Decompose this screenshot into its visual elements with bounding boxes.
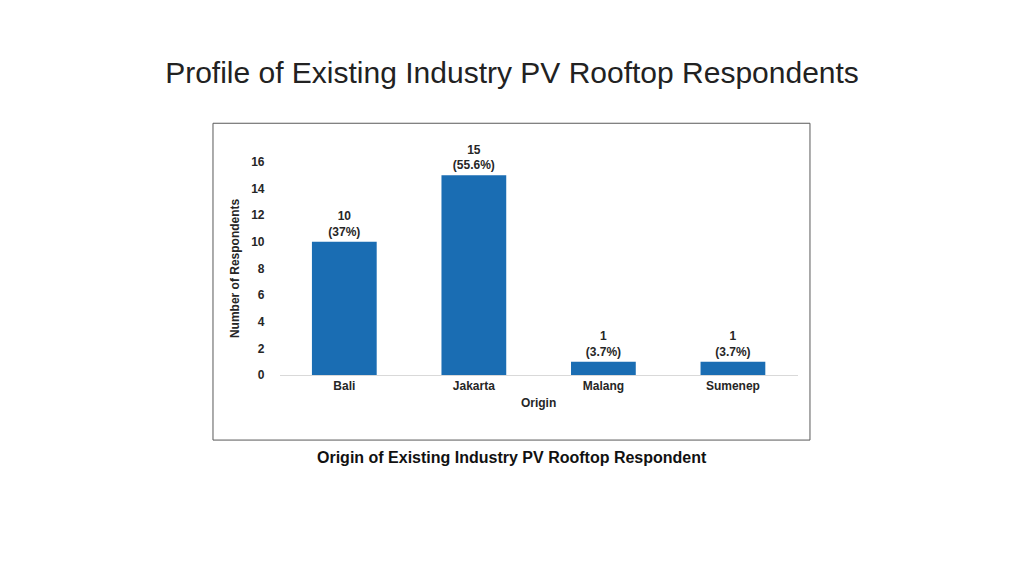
svg-text:12: 12 [251, 208, 265, 222]
svg-text:2: 2 [258, 342, 265, 356]
svg-text:10(37%): 10(37%) [328, 209, 360, 239]
svg-text:1(3.7%): 1(3.7%) [715, 329, 750, 359]
svg-text:Jakarta: Jakarta [453, 379, 495, 393]
svg-text:Profile of Existing Industry P: Profile of Existing Industry PV Rooftop … [165, 56, 859, 89]
svg-text:Origin of Existing Industry PV: Origin of Existing Industry PV Rooftop R… [317, 449, 707, 466]
svg-text:Origin: Origin [521, 396, 556, 410]
svg-text:1(3.7%): 1(3.7%) [586, 329, 621, 359]
svg-text:8: 8 [258, 262, 265, 276]
svg-text:10: 10 [251, 235, 265, 249]
svg-text:6: 6 [258, 288, 265, 302]
svg-text:4: 4 [258, 315, 265, 329]
svg-text:0: 0 [258, 368, 265, 382]
svg-text:Number of Respondents: Number of Respondents [228, 198, 242, 338]
svg-text:Sumenep: Sumenep [706, 379, 760, 393]
svg-text:14: 14 [251, 182, 265, 196]
svg-text:16: 16 [251, 155, 265, 169]
svg-text:Malang: Malang [583, 379, 624, 393]
svg-text:Bali: Bali [333, 379, 355, 393]
svg-text:15(55.6%): 15(55.6%) [453, 143, 495, 173]
